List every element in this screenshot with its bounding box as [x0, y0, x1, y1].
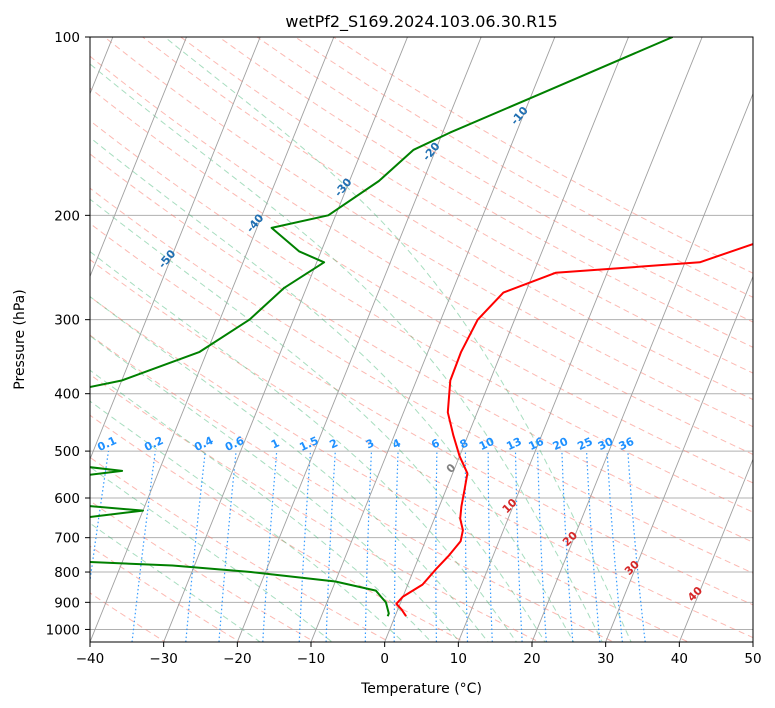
- isotherm: [457, 37, 703, 642]
- x-tick-label: −20: [223, 651, 252, 667]
- dry-adiabat: [90, 414, 466, 642]
- moist-adiabat: [90, 295, 489, 642]
- isotherm: [605, 275, 753, 642]
- mixing-ratio-line: [262, 451, 278, 642]
- x-tick-label: −10: [297, 651, 326, 667]
- mixing-ratio-line: [606, 451, 624, 642]
- isotherm: [678, 458, 753, 642]
- isotherms: [90, 37, 753, 642]
- moist-adiabat: [90, 400, 404, 642]
- mixing-ratio-line: [435, 451, 438, 642]
- isotherm: [90, 37, 261, 461]
- mixing-ratio-line: [325, 451, 336, 642]
- dry-adiabats: [90, 37, 753, 642]
- mixing-ratio-line: [298, 451, 312, 642]
- x-tick-label: −30: [149, 651, 178, 667]
- dry-adiabat: [90, 222, 753, 606]
- mixing-ratio-label: 10: [477, 435, 497, 453]
- x-tick-label: 0: [380, 651, 389, 667]
- mixing-ratio-line: [218, 451, 237, 642]
- y-tick-label: 800: [54, 565, 80, 581]
- moist-adiabats: [90, 37, 632, 642]
- mixing-ratio-line: [627, 451, 646, 642]
- mixing-ratio-label: 16: [526, 435, 546, 453]
- y-tick-label: 400: [54, 387, 80, 403]
- mixing-ratio-line: [90, 451, 110, 586]
- moist-adiabat: [90, 198, 546, 642]
- chart-title: wetPf2_S169.2024.103.06.30.R15: [285, 12, 557, 32]
- pressure-gridlines: [90, 37, 753, 630]
- dry-adiabat: [90, 120, 753, 513]
- plot-area: 0.10.20.40.611.52346810131620253036-100-…: [90, 37, 753, 642]
- dry-adiabat: [90, 87, 753, 484]
- mixing-ratio-line: [393, 451, 399, 642]
- x-tick-label: 30: [597, 651, 614, 667]
- dry-adiabat: [256, 37, 753, 323]
- x-tick-label: 10: [450, 651, 467, 667]
- x-axis: −40 −30 −20 −10 0 10 20 30 40 50: [76, 642, 762, 667]
- mixing-ratio-line: [586, 451, 601, 642]
- dewpoint-line: [90, 37, 674, 617]
- x-tick-label: 40: [671, 651, 688, 667]
- dry-adiabat: [90, 153, 753, 543]
- y-axis-label: Pressure (hPa): [12, 289, 28, 389]
- isotherm: [236, 37, 482, 642]
- profile-series: [90, 37, 753, 617]
- dry-adiabat: [90, 500, 316, 642]
- dry-adiabat: [141, 37, 753, 401]
- mixing-ratio-line: [537, 451, 547, 642]
- moist-adiabat: [163, 37, 632, 642]
- mixing-ratio-label: 36: [617, 435, 637, 453]
- dry-adiabat: [218, 37, 753, 348]
- mixing-ratio-line: [131, 451, 156, 642]
- isotherm: [90, 37, 335, 642]
- isotherm: [310, 37, 556, 642]
- y-axis: 100 200 300 400 500 600 700 800 900 1000: [46, 30, 90, 638]
- x-tick-label: −40: [76, 651, 105, 667]
- mixing-ratio-label: 25: [575, 435, 594, 453]
- mixing-ratio-line: [185, 451, 206, 642]
- x-tick-label: 20: [523, 651, 540, 667]
- isotherm: [163, 37, 408, 642]
- x-tick-label: 50: [744, 651, 761, 667]
- dry-adiabat: [90, 545, 241, 642]
- y-tick-label: 600: [54, 491, 80, 507]
- y-tick-label: 700: [54, 531, 80, 547]
- plot-frame: [89, 36, 754, 643]
- mixing-ratio-label: 13: [504, 435, 523, 453]
- y-tick-label: 1000: [46, 622, 80, 638]
- dry-adiabat: [90, 334, 615, 642]
- mixing-ratio-label: 20: [551, 435, 571, 453]
- y-tick-label: 900: [54, 595, 80, 611]
- isotherm: [90, 37, 187, 278]
- y-tick-label: 500: [54, 444, 80, 460]
- mixing-ratio-line: [561, 451, 574, 642]
- isotherm: [384, 37, 629, 642]
- mixing-ratio-line: [464, 451, 469, 642]
- y-tick-label: 300: [54, 313, 80, 329]
- mixing-ratio-line: [487, 451, 493, 642]
- mixing-ratio-label: 30: [596, 435, 616, 453]
- moist-adiabat: [90, 250, 518, 642]
- mixing-ratio-lines: [90, 451, 646, 642]
- y-tick-label: 200: [54, 208, 80, 224]
- y-tick-label: 100: [54, 30, 80, 46]
- moist-adiabat: [90, 522, 262, 642]
- moist-adiabat: [90, 136, 575, 642]
- moist-adiabat: [90, 63, 603, 642]
- x-axis-label: Temperature (°C): [360, 681, 482, 697]
- temperature-line: [395, 242, 753, 617]
- dry-adiabat: [90, 296, 690, 642]
- isotherm: [531, 92, 753, 642]
- dry-adiabat: [90, 373, 540, 642]
